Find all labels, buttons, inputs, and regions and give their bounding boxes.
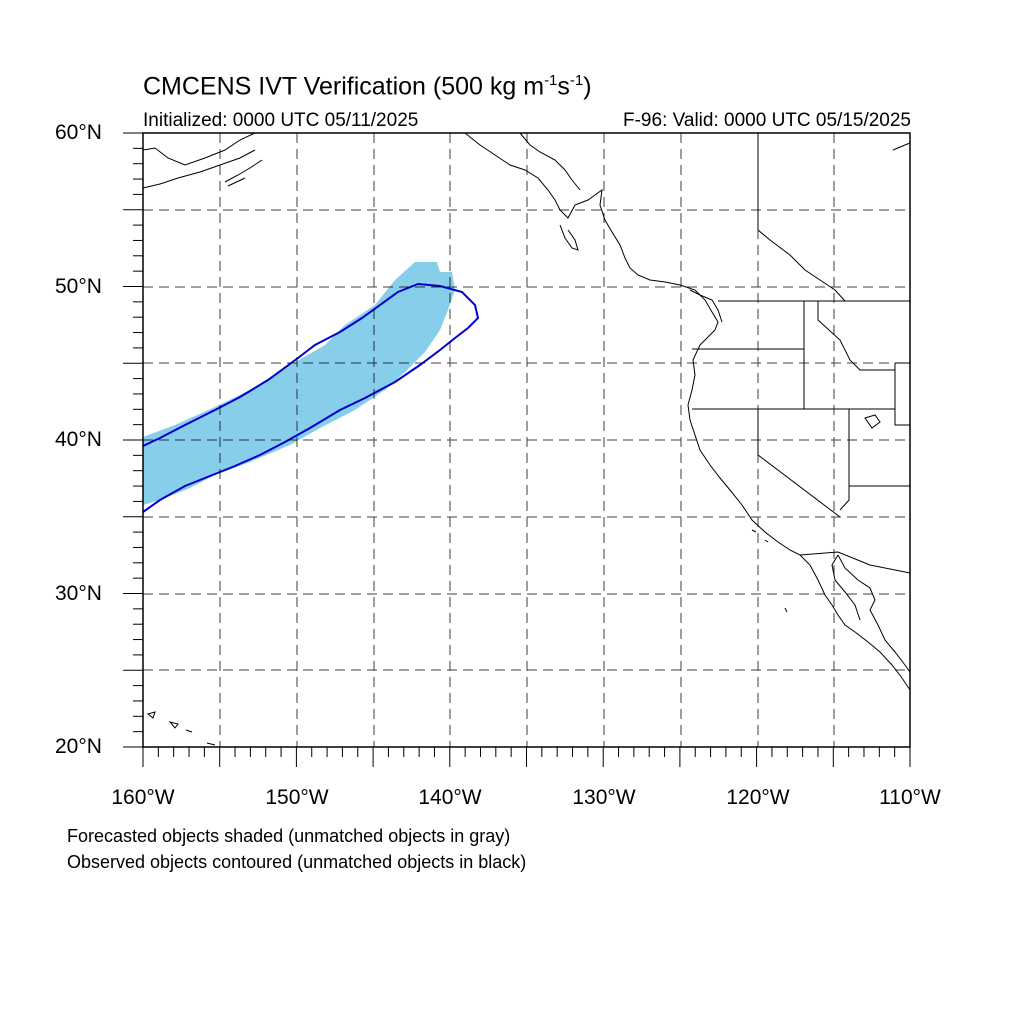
axis-ticks: [123, 132, 911, 767]
lon-label-160w: 160°W: [111, 786, 175, 809]
lon-label-110w: 110°W: [879, 786, 941, 809]
lat-label-50n: 50°N: [55, 275, 102, 298]
lat-label-60n: 60°N: [55, 121, 102, 144]
lat-label-20n: 20°N: [55, 735, 102, 758]
lon-label-140w: 140°W: [418, 786, 482, 809]
political-borders: [692, 133, 911, 574]
valid-label: F-96: Valid: 0000 UTC 05/15/2025: [623, 110, 911, 131]
coastlines: [142, 132, 911, 746]
map-grid: [143, 133, 910, 747]
lon-label-150w: 150°W: [265, 786, 329, 809]
lon-label-130w: 130°W: [572, 786, 636, 809]
lat-label-40n: 40°N: [55, 428, 102, 451]
observed-legend-note: Observed objects contoured (unmatched ob…: [67, 852, 527, 872]
lon-label-120w: 120°W: [726, 786, 790, 809]
forecast-legend-note: Forecasted objects shaded (unmatched obj…: [67, 826, 511, 846]
lat-label-30n: 30°N: [55, 582, 102, 605]
observed-ivt-contour: [142, 282, 480, 513]
map-title: CMCENS IVT Verification (500 kg m-1s-1): [143, 72, 592, 101]
initialized-label: Initialized: 0000 UTC 05/11/2025: [143, 110, 419, 131]
forecast-ivt-object: [143, 262, 455, 505]
